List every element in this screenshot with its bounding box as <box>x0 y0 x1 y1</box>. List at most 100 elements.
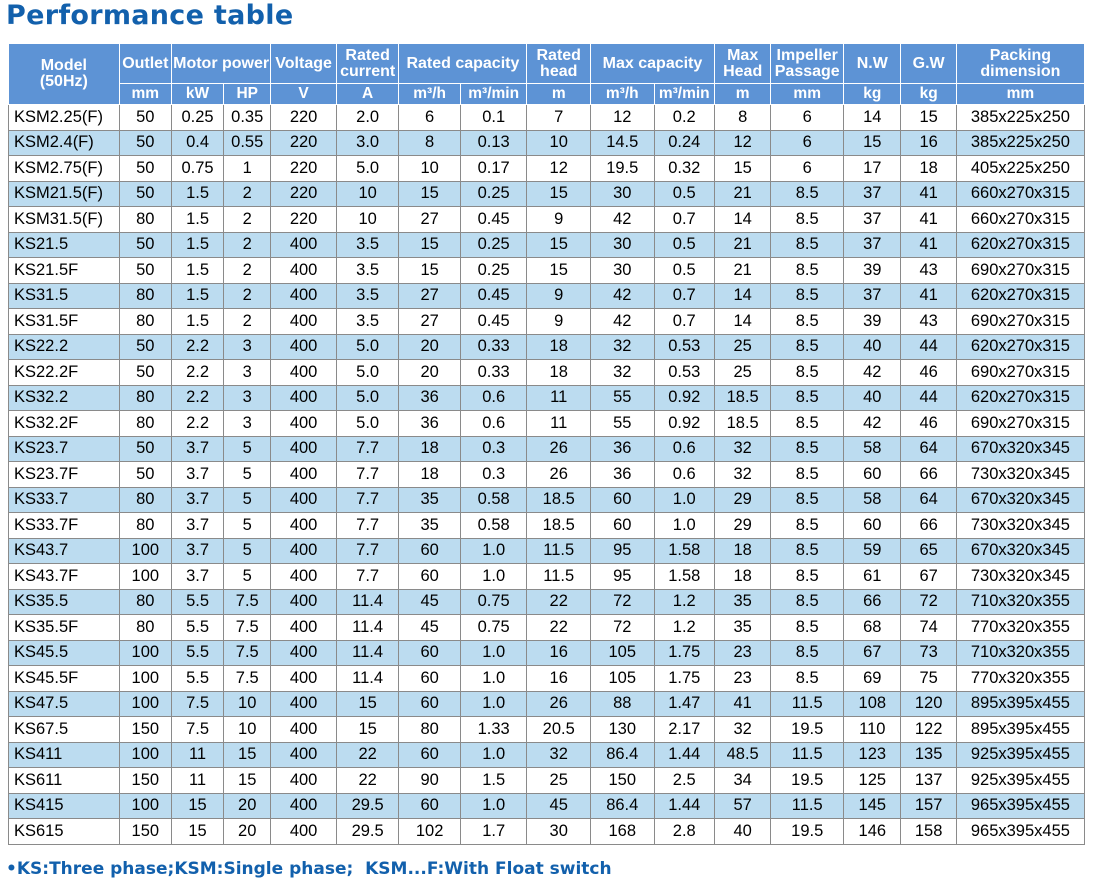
table-cell: 35 <box>713 588 772 615</box>
table-cell: 2 <box>223 282 272 309</box>
table-cell: 400 <box>270 486 337 513</box>
table-cell: 1.5 <box>459 767 528 794</box>
table-cell: 15 <box>526 180 591 207</box>
table-cell: 50 <box>118 231 172 258</box>
table-cell: 8 <box>713 104 772 131</box>
table-cell: 5.5 <box>170 588 225 615</box>
table-cell: 58 <box>843 486 902 513</box>
table-cell: 30 <box>589 180 655 207</box>
table-cell: 0.3 <box>459 461 528 488</box>
table-cell: 400 <box>270 563 337 590</box>
table-cell: 7.5 <box>223 665 272 692</box>
model-cell: KS615 <box>8 818 120 845</box>
table-cell: 5.0 <box>335 155 400 182</box>
table-cell: 5 <box>223 512 272 539</box>
table-cell: 30 <box>526 818 591 845</box>
table-row: KSM31.5(F) 80 1.5 2 220 10 27 0.45 9 42 0.7 14 8.5 37… <box>8 206 1086 233</box>
header-outlet: Outlet <box>118 43 172 84</box>
table-cell: 5 <box>223 461 272 488</box>
table-cell: 11.5 <box>770 741 845 768</box>
table-row: KSM2.75(F) 50 0.75 1 220 5.0 10 0.17 12 19.5 0.32 1… <box>8 155 1086 182</box>
model-cell: KS33.7F <box>8 512 120 539</box>
table-cell: 400 <box>270 614 337 641</box>
table-cell: 66 <box>900 512 957 539</box>
table-cell: 895x395x455 <box>955 690 1086 717</box>
table-cell: 20 <box>223 818 272 845</box>
table-cell: 18 <box>398 435 461 462</box>
table-cell: 1.47 <box>653 690 715 717</box>
table-cell: 18 <box>398 461 461 488</box>
table-row: KS43.7 100 3.7 5 400 7.7 60 1.0 11.5 95 1.58 18 8.5 5… <box>8 537 1086 564</box>
table-cell: 0.35 <box>223 104 272 131</box>
table-cell: 400 <box>270 665 337 692</box>
table-cell: 80 <box>118 486 172 513</box>
table-cell: 15 <box>713 155 772 182</box>
table-cell: 1.44 <box>653 792 715 819</box>
header-model: Model (50Hz) <box>8 43 120 105</box>
table-cell: 5.0 <box>335 333 400 360</box>
table-cell: 35 <box>398 512 461 539</box>
table-cell: 57 <box>713 792 772 819</box>
header-max-head: Max Head <box>713 43 772 84</box>
table-cell: 2.17 <box>653 716 715 743</box>
table-cell: 8.5 <box>770 639 845 666</box>
table-cell: 41 <box>713 690 772 717</box>
table-cell: 0.92 <box>653 410 715 437</box>
table-cell: 1.2 <box>653 588 715 615</box>
table-cell: 8.5 <box>770 359 845 386</box>
table-cell: 6 <box>770 104 845 131</box>
table-cell: 29 <box>713 512 772 539</box>
table-cell: 6 <box>770 129 845 156</box>
table-cell: 0.6 <box>459 384 528 411</box>
table-cell: 1.5 <box>170 231 225 258</box>
model-cell: KS43.7F <box>8 563 120 590</box>
table-cell: 19.5 <box>770 716 845 743</box>
table-cell: 21 <box>713 231 772 258</box>
table-cell: 0.45 <box>459 206 528 233</box>
table-cell: 23 <box>713 639 772 666</box>
table-cell: 48.5 <box>713 741 772 768</box>
table-cell: 400 <box>270 690 337 717</box>
table-cell: 60 <box>398 639 461 666</box>
table-cell: 50 <box>118 155 172 182</box>
unit-cell: mm <box>770 83 845 105</box>
unit-cell: kW <box>170 83 225 105</box>
table-cell: 18 <box>713 537 772 564</box>
table-cell: 620x270x315 <box>955 231 1086 258</box>
table-cell: 620x270x315 <box>955 282 1086 309</box>
table-row: KS45.5F 100 5.5 7.5 400 11.4 60 1.0 16 105 1.75 23 8… <box>8 665 1086 692</box>
table-cell: 0.75 <box>459 614 528 641</box>
table-cell: 25 <box>713 359 772 386</box>
table-cell: 690x270x315 <box>955 410 1086 437</box>
table-cell: 5.5 <box>170 639 225 666</box>
table-cell: 2.0 <box>335 104 400 131</box>
table-cell: 925x395x455 <box>955 741 1086 768</box>
table-cell: 8.5 <box>770 206 845 233</box>
table-cell: 45 <box>398 614 461 641</box>
table-cell: 0.45 <box>459 282 528 309</box>
table-cell: 60 <box>398 563 461 590</box>
table-cell: 8.5 <box>770 257 845 284</box>
table-cell: 41 <box>900 206 957 233</box>
model-cell: KSM2.4(F) <box>8 129 120 156</box>
table-cell: 15 <box>398 180 461 207</box>
table-cell: 157 <box>900 792 957 819</box>
header-voltage: Voltage <box>270 43 337 84</box>
table-cell: 8.5 <box>770 563 845 590</box>
table-cell: 1.75 <box>653 665 715 692</box>
table-cell: 65 <box>900 537 957 564</box>
table-cell: 29.5 <box>335 818 400 845</box>
table-cell: 16 <box>900 129 957 156</box>
table-cell: 150 <box>118 767 172 794</box>
table-cell: 0.7 <box>653 308 715 335</box>
table-cell: 30 <box>589 231 655 258</box>
table-cell: 27 <box>398 282 461 309</box>
table-cell: 8.5 <box>770 537 845 564</box>
model-cell: KS45.5 <box>8 639 120 666</box>
table-cell: 43 <box>900 257 957 284</box>
model-cell: KS32.2F <box>8 410 120 437</box>
table-cell: 690x270x315 <box>955 308 1086 335</box>
table-cell: 19.5 <box>770 818 845 845</box>
table-cell: 22 <box>526 588 591 615</box>
table-cell: 44 <box>900 333 957 360</box>
